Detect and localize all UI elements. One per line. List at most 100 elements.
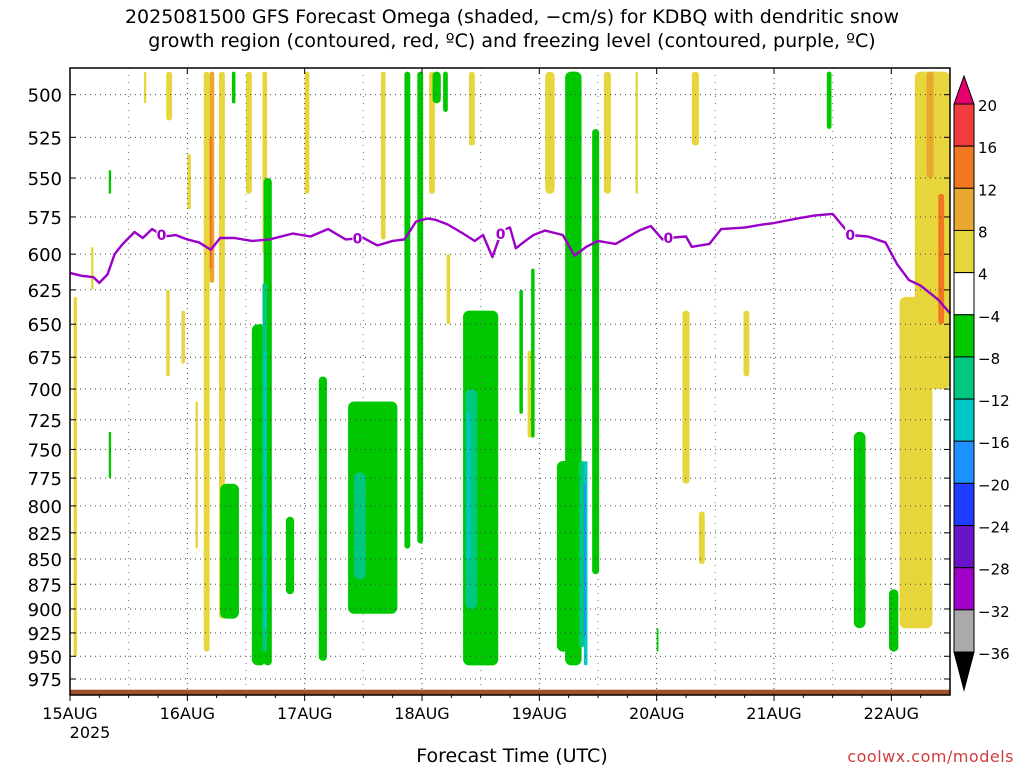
freezing-level-label: 0 — [845, 228, 855, 244]
omega-region — [698, 511, 705, 565]
colorbar-band — [953, 356, 975, 400]
y-tick-label: 550 — [28, 169, 62, 190]
colorbar-band — [953, 229, 975, 274]
omega-region — [404, 71, 411, 549]
omega-region — [545, 71, 555, 194]
y-tick-label: 775 — [28, 469, 62, 490]
colorbar-band — [953, 272, 975, 316]
x-tick-label: 15AUG — [42, 704, 97, 723]
omega-region — [304, 71, 310, 194]
omega-region — [466, 413, 471, 559]
freezing-level-label: 0 — [664, 231, 674, 247]
omega-region — [853, 431, 866, 629]
y-tick-label: 825 — [28, 524, 62, 545]
omega-region — [220, 483, 239, 619]
colorbar-tick-label: 20 — [978, 97, 997, 115]
colorbar-band — [953, 314, 975, 358]
freezing-label-bg — [495, 225, 506, 240]
colorbar-band — [953, 609, 975, 653]
x-tick-label: 22AUG — [864, 704, 919, 723]
omega-region — [468, 71, 475, 146]
colorbar-band — [953, 103, 975, 147]
omega-region — [353, 472, 366, 580]
x-tick-label: 17AUG — [277, 704, 332, 723]
colorbar-band — [953, 567, 975, 611]
omega-region — [432, 71, 441, 104]
omega-region — [246, 71, 252, 194]
grid-lines — [70, 68, 950, 695]
y-tick-label: 675 — [28, 348, 62, 369]
colorbar-bottom-arrow — [953, 651, 975, 692]
omega-region — [91, 246, 94, 290]
omega-region — [691, 71, 699, 146]
omega-region — [209, 137, 212, 269]
x-tick-label: 19AUG — [512, 704, 567, 723]
colorbar-tick-label: −28 — [978, 561, 1010, 579]
x-axis-label: Forecast Time (UTC) — [416, 745, 608, 767]
omega-region — [195, 401, 198, 549]
freezing-level-label: 0 — [157, 228, 167, 244]
colorbar-tick-label: −8 — [978, 350, 1000, 368]
colorbar-band — [953, 440, 975, 484]
colorbar-band — [953, 398, 975, 442]
omega-region — [579, 461, 586, 648]
freezing-level-label: 0 — [353, 231, 363, 247]
omega-region — [187, 153, 191, 210]
omega-region — [231, 71, 236, 104]
y-tick-label: 950 — [28, 647, 62, 668]
colorbar-tick-label: −16 — [978, 434, 1010, 452]
x-tick-label: 16AUG — [160, 704, 215, 723]
colorbar-tick-label: −4 — [978, 308, 1000, 326]
freezing-label-bg — [663, 229, 674, 244]
omega-region — [181, 310, 185, 364]
omega-region — [429, 71, 435, 194]
colorbar-tick-label: 4 — [978, 266, 988, 284]
chart-title-line-2: growth region (contoured, red, ºC) and f… — [148, 30, 876, 52]
colorbar-tick-label: 16 — [978, 139, 997, 157]
omega-region — [73, 296, 78, 657]
colorbar-band — [953, 187, 975, 231]
y-tick-label: 500 — [28, 86, 62, 107]
omega-region — [826, 71, 832, 129]
x-tick-label: 20AUG — [629, 704, 684, 723]
colorbar-tick-label: −36 — [978, 645, 1010, 663]
omega-region — [519, 289, 523, 414]
omega-region — [743, 310, 750, 377]
y-tick-label: 650 — [28, 315, 62, 336]
omega-region — [443, 71, 448, 112]
omega-region — [285, 516, 295, 595]
freezing-label-bg — [845, 227, 856, 242]
y-tick-label: 875 — [28, 575, 62, 596]
omega-region — [263, 350, 266, 629]
omega-region — [380, 71, 386, 240]
y-tick-label: 925 — [28, 624, 62, 645]
omega-region — [143, 71, 147, 104]
omega-region — [203, 71, 210, 652]
freezing-label-bg — [156, 227, 167, 242]
x-tick-sublabel: 2025 — [70, 723, 111, 742]
y-tick-label: 900 — [28, 600, 62, 621]
y-tick-label: 600 — [28, 245, 62, 266]
surface-band — [70, 689, 950, 695]
omega-region — [656, 628, 659, 652]
colorbar-tick-label: −24 — [978, 519, 1010, 537]
omega-region — [888, 589, 899, 652]
omega-region — [565, 71, 582, 666]
colorbar-tick-label: 12 — [978, 181, 997, 199]
omega-region — [108, 170, 112, 194]
omega-region — [603, 71, 611, 194]
colorbar-tick-label: −20 — [978, 476, 1010, 494]
colorbar: 20 16 12 8 4 −4 −8 −12 −16 −20 −24 −28 −32 −36 — [953, 74, 1010, 692]
omega-region — [108, 431, 112, 479]
x-tick-label: 18AUG — [394, 704, 449, 723]
y-tick-label: 525 — [28, 128, 62, 149]
credit-link[interactable]: coolwx.com/models — [847, 747, 1014, 766]
omega-region — [318, 376, 327, 661]
omega-region — [417, 71, 424, 544]
omega-region — [635, 71, 638, 194]
colorbar-tick-label: 8 — [978, 223, 988, 241]
y-tick-label: 575 — [28, 208, 62, 229]
omega-shading — [73, 71, 950, 666]
y-tick-label: 800 — [28, 497, 62, 518]
